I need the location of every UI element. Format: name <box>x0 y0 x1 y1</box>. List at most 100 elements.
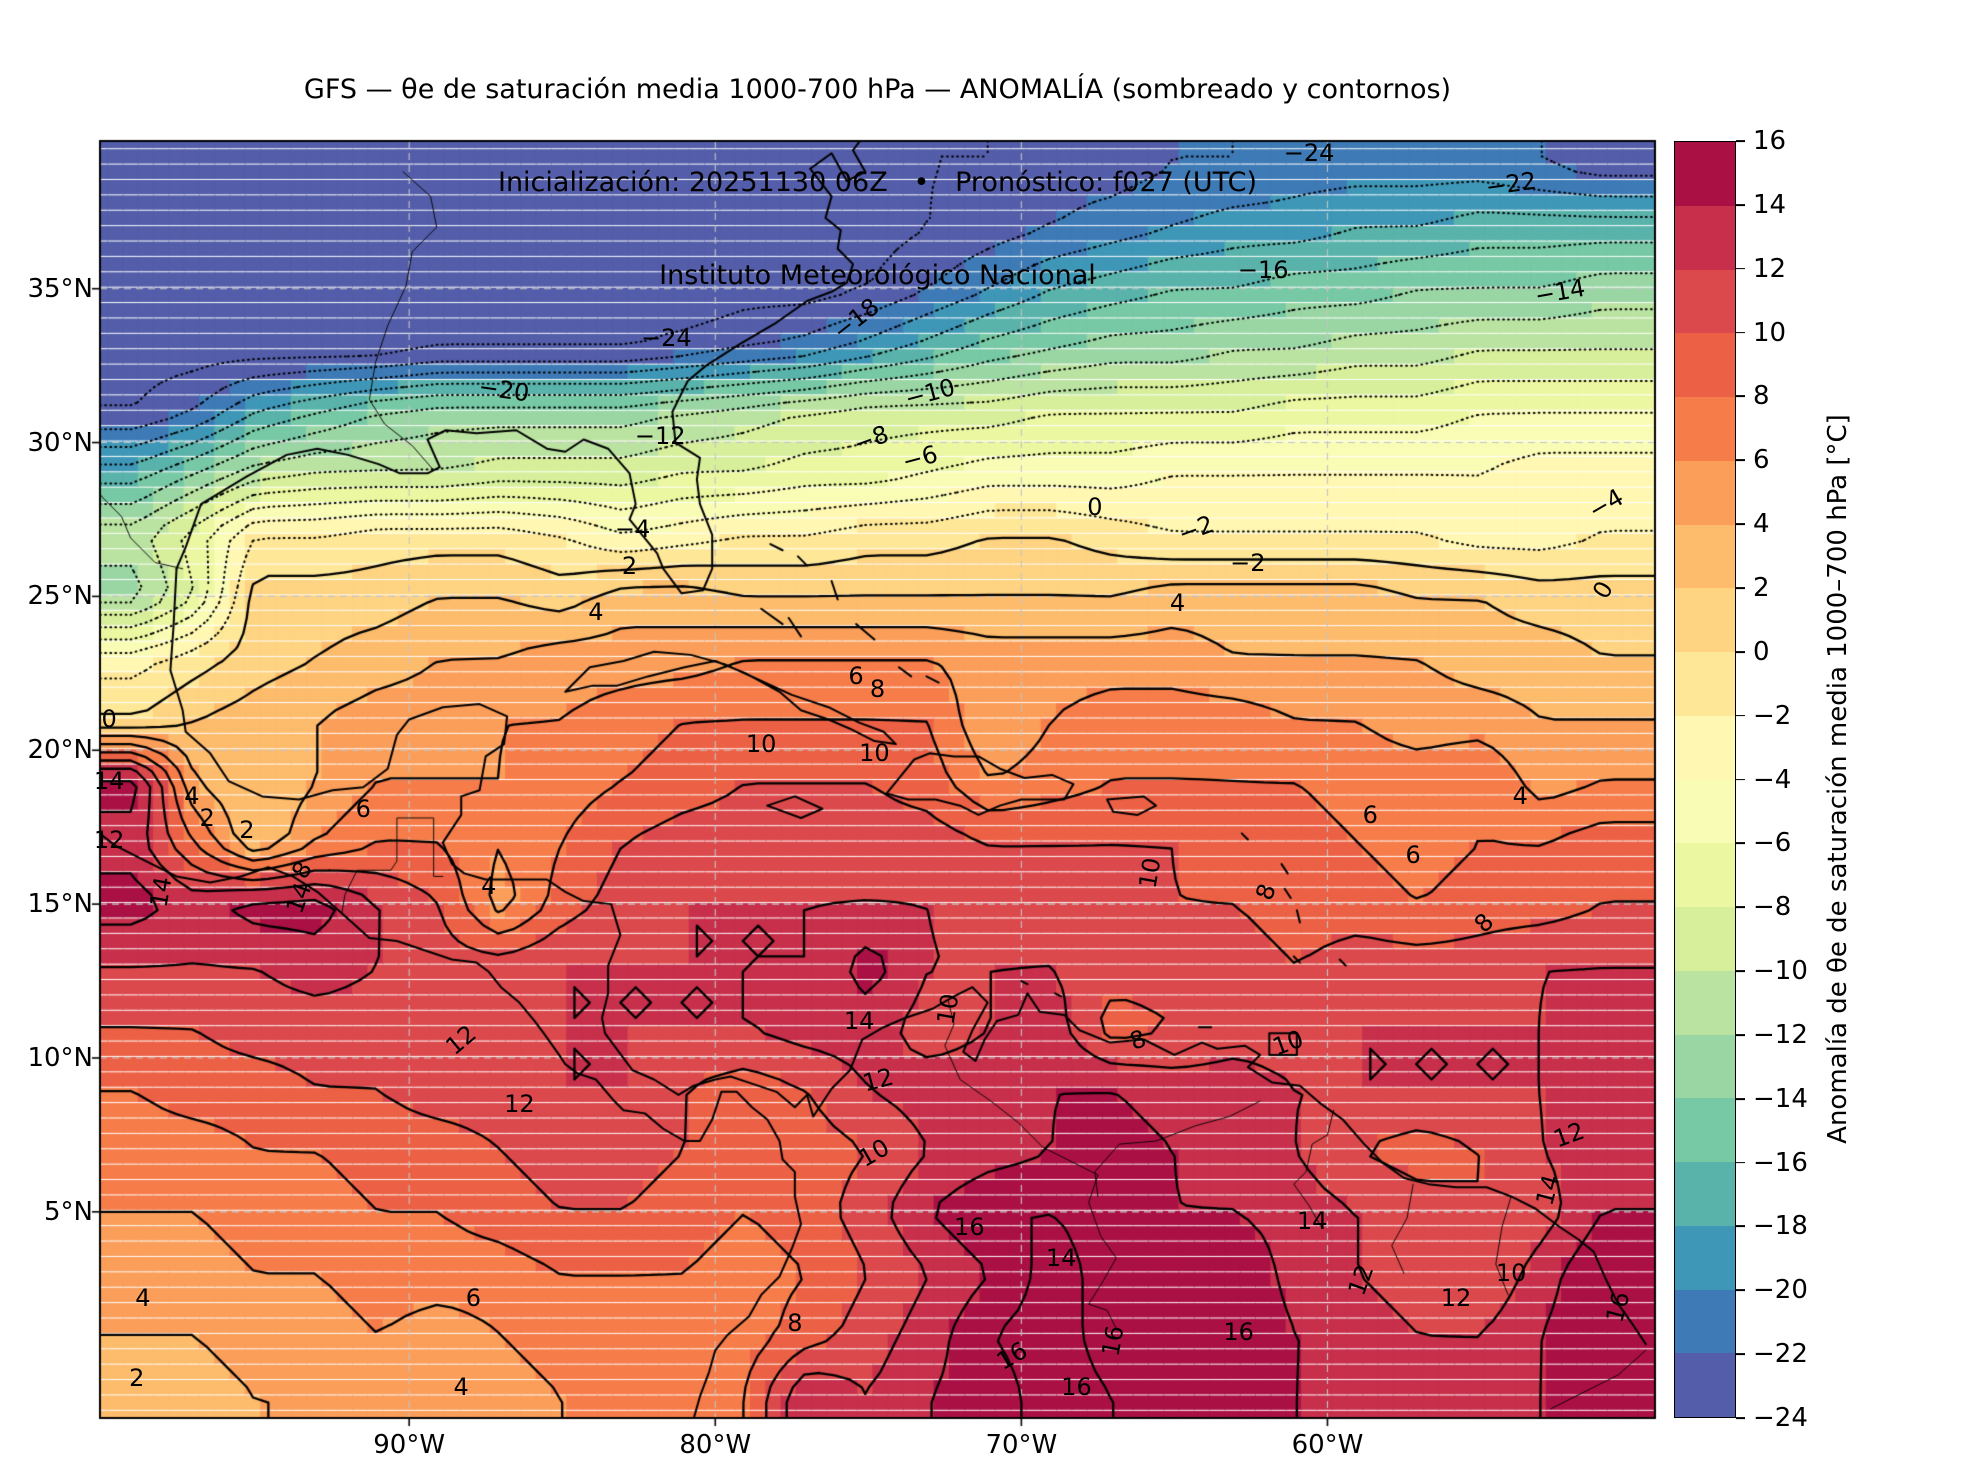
colorbar-tick-mark <box>1736 203 1745 206</box>
contour-label: 4 <box>1512 782 1528 811</box>
y-tick-label: 20°N <box>27 735 93 766</box>
colorbar-band <box>1675 1034 1735 1099</box>
contour-label: 10 <box>745 730 777 759</box>
colorbar-band <box>1675 843 1735 907</box>
colorbar-tick-mark <box>1736 1097 1745 1100</box>
contour-label: 2 <box>621 551 638 580</box>
y-tick-label: 10°N <box>27 1042 93 1073</box>
contour-label: −4 <box>614 514 651 543</box>
contour-label: 16 <box>1096 1323 1130 1359</box>
contour-label: 6 <box>1405 840 1421 869</box>
contour-label: −12 <box>634 422 686 451</box>
colorbar-tick-label: −8 <box>1753 892 1792 923</box>
colorbar-tick-mark <box>1736 1289 1745 1292</box>
colorbar-tick-label: 4 <box>1753 509 1770 540</box>
contour-label: 14 <box>144 874 178 910</box>
colorbar-tick-label: −18 <box>1753 1211 1808 1242</box>
title-line-2: Inicialización: 20251130 06Z • Pronóstic… <box>497 167 1257 198</box>
figure-title: GFS — θe de saturación media 1000-700 hP… <box>100 12 1655 353</box>
colorbar-tick-mark <box>1736 1225 1745 1228</box>
colorbar-tick-mark <box>1736 267 1745 270</box>
contour-label: −16 <box>1237 256 1289 285</box>
colorbar-band <box>1675 524 1735 589</box>
contour-label: 4 <box>184 782 200 811</box>
contour-label: −22 <box>1484 166 1539 202</box>
contour-label: 6 <box>465 1283 482 1312</box>
colorbar-tick-mark <box>1736 1353 1745 1356</box>
contour-label: 14 <box>1045 1243 1077 1272</box>
colorbar-tick-mark <box>1736 1033 1745 1036</box>
contour-label: 6 <box>848 662 864 691</box>
colorbar-tick-label: 16 <box>1753 126 1787 156</box>
contour-label: 6 <box>355 794 371 823</box>
contour-label: 4 <box>481 871 497 900</box>
contour-label: 16 <box>1223 1317 1254 1346</box>
contour-label: 12 <box>93 825 125 854</box>
contour-label: 14 <box>843 1007 875 1036</box>
contour-label: 12 <box>859 1062 896 1097</box>
colorbar-tick-mark <box>1736 714 1745 717</box>
colorbar-band <box>1675 588 1735 652</box>
colorbar-tick-mark <box>1736 395 1745 398</box>
colorbar-tick-label: 12 <box>1753 253 1787 284</box>
colorbar-tick-mark <box>1736 331 1745 334</box>
colorbar-band <box>1675 1162 1735 1226</box>
contour-label: 4 <box>135 1283 151 1312</box>
colorbar-tick-label: −6 <box>1753 828 1792 859</box>
contour-label: 0 <box>101 705 117 734</box>
colorbar-band <box>1675 779 1735 844</box>
contour-label: 10 <box>1133 855 1167 891</box>
colorbar-band <box>1675 1098 1735 1162</box>
colorbar-band <box>1675 652 1735 716</box>
colorbar-tick-label: −10 <box>1753 956 1808 987</box>
colorbar-tick-label: −22 <box>1753 1339 1808 1370</box>
colorbar-band <box>1675 1225 1735 1290</box>
contour-label: 4 <box>1169 588 1186 617</box>
x-tick-label: 70°W <box>985 1430 1058 1460</box>
colorbar-tick-label: −16 <box>1753 1147 1808 1178</box>
x-tick-label: 80°W <box>679 1430 752 1460</box>
contour-label: 4 <box>453 1373 469 1402</box>
colorbar-tick-mark <box>1736 778 1745 781</box>
colorbar-band <box>1675 205 1735 270</box>
colorbar-tick-label: 14 <box>1753 189 1787 220</box>
colorbar-tick-mark <box>1736 140 1745 142</box>
contour-label: −20 <box>477 372 532 408</box>
colorbar-tick-label: −14 <box>1753 1083 1808 1114</box>
contour-label: 12 <box>504 1090 535 1119</box>
colorbar-tick-mark <box>1736 523 1745 525</box>
colorbar-tick-label: −4 <box>1753 764 1792 795</box>
colorbar-tick-mark <box>1736 459 1745 462</box>
colorbar-tick-mark <box>1736 842 1745 845</box>
title-line-1: GFS — θe de saturación media 1000-700 hP… <box>303 74 1452 105</box>
colorbar <box>1674 141 1736 1418</box>
contour-label: 10 <box>931 991 965 1027</box>
contour-label: 8 <box>787 1308 803 1337</box>
contour-label: 2 <box>199 803 215 832</box>
x-tick-label: 60°W <box>1291 1430 1364 1460</box>
colorbar-tick-label: −12 <box>1753 1019 1808 1050</box>
contour-label: 14 <box>93 767 125 796</box>
contour-label: 14 <box>1296 1207 1328 1236</box>
contour-label: 8 <box>869 674 886 703</box>
x-tick-label: 90°W <box>373 1430 446 1460</box>
contour-label: 6 <box>1362 800 1378 829</box>
colorbar-tick-mark <box>1736 1161 1745 1164</box>
colorbar-band <box>1675 907 1735 971</box>
colorbar-band <box>1675 269 1735 334</box>
colorbar-tick-label: 10 <box>1753 317 1787 348</box>
colorbar-band <box>1675 333 1735 397</box>
colorbar-band <box>1675 715 1735 780</box>
contour-label: 16 <box>954 1213 985 1242</box>
colorbar-tick-mark <box>1736 906 1745 909</box>
colorbar-tick-label: 6 <box>1753 445 1770 476</box>
colorbar-band <box>1675 460 1735 525</box>
colorbar-tick-label: 2 <box>1753 572 1770 603</box>
contour-label: 10 <box>1495 1259 1527 1288</box>
colorbar-tick-mark <box>1736 587 1745 589</box>
contour-label: −24 <box>1283 139 1335 168</box>
contour-label: 14 <box>1530 1171 1566 1209</box>
colorbar-tick-mark <box>1736 1417 1745 1419</box>
